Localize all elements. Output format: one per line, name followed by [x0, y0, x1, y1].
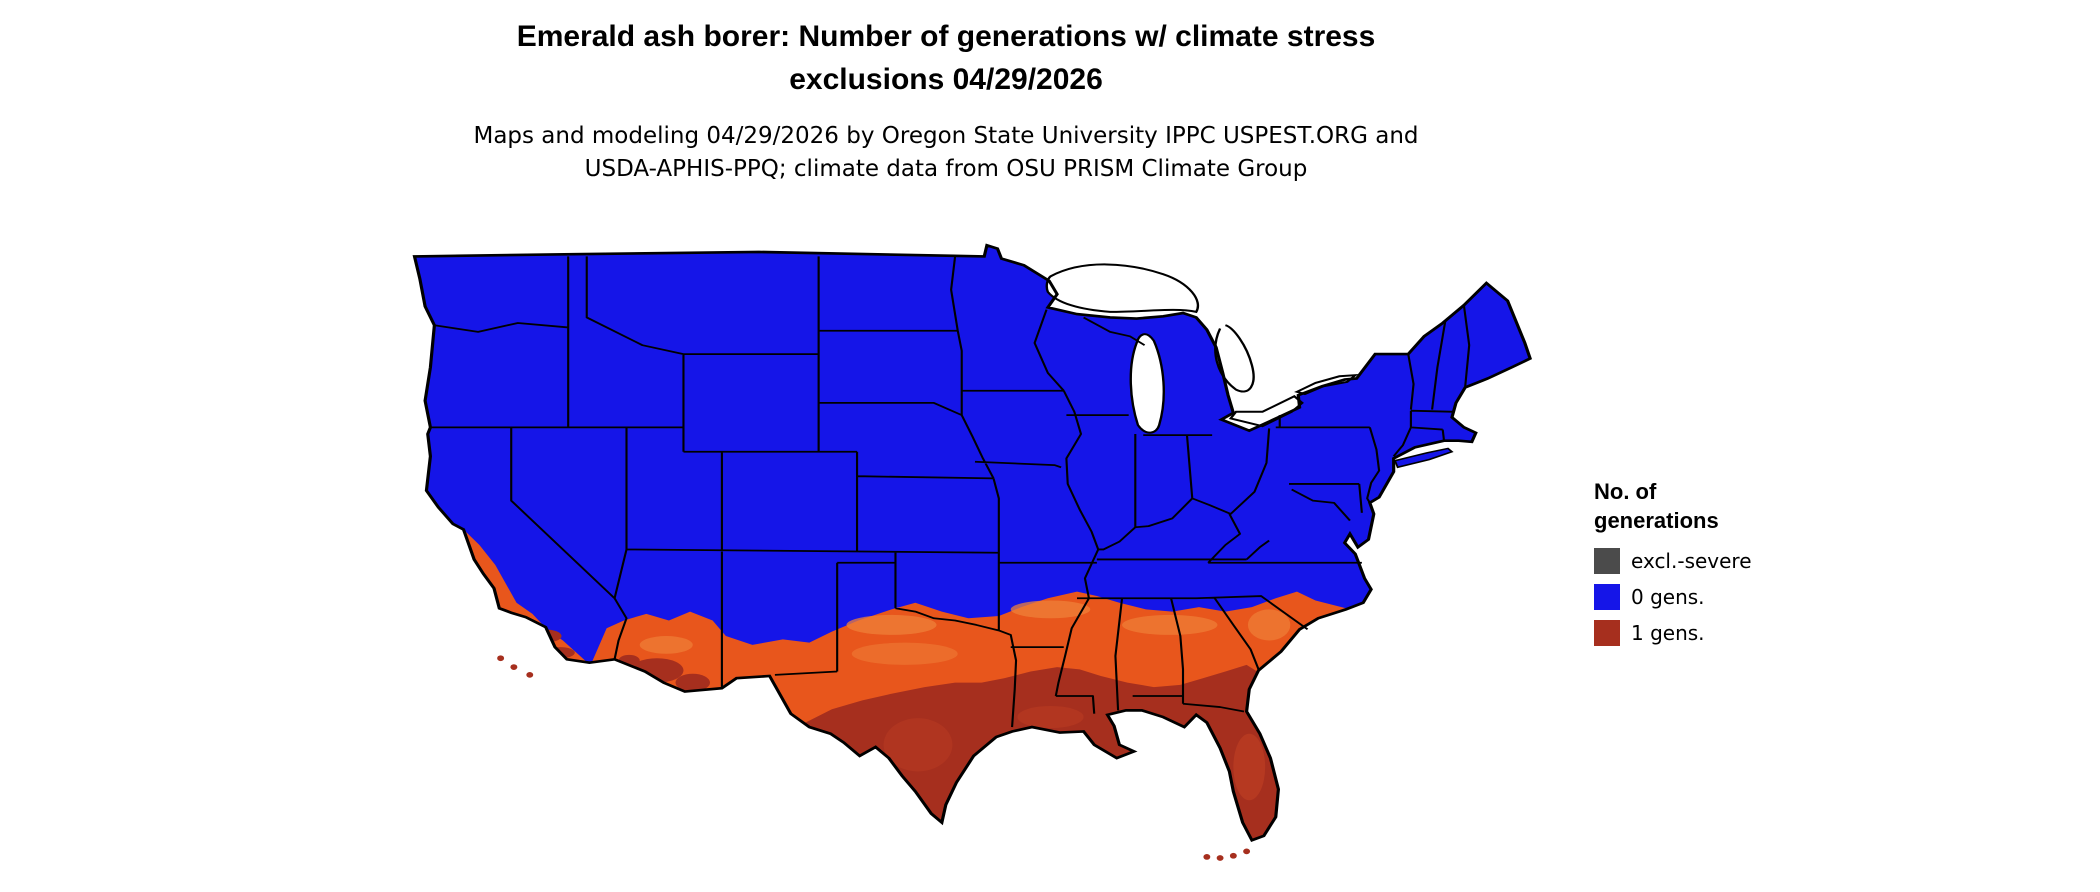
state-boundaries [430, 256, 1471, 728]
florida-keys [1203, 848, 1251, 861]
transition-light-patch [1247, 609, 1291, 641]
legend-item-one-gen: 1 gens. [1594, 619, 1834, 646]
legend-item-zero-gens: 0 gens. [1594, 583, 1834, 610]
lake-huron-icon [1214, 324, 1255, 393]
us-generations-map [412, 243, 1532, 861]
legend-item-excl-severe: excl.-severe [1594, 547, 1834, 574]
legend: No. of generations excl.-severe 0 gens. … [1594, 478, 1834, 655]
region-transition-california [463, 529, 595, 670]
transition-light-patch [846, 614, 937, 635]
legend-label-one-gen: 1 gens. [1631, 620, 1705, 645]
map-title-line1: Emerald ash borer: Number of generations… [516, 20, 1376, 53]
channel-islands [497, 655, 534, 678]
legend-swatch-one-gen [1594, 619, 1620, 646]
region-one-generation-patch [527, 629, 562, 643]
us-map-container [335, 212, 1554, 878]
legend-label-zero-gens: 0 gens. [1631, 584, 1705, 609]
legend-swatch-excl-severe [1594, 547, 1620, 574]
transition-light-patch [851, 642, 958, 665]
lake-superior-icon [1045, 263, 1200, 314]
map-title-line2: exclusions 04/29/2026 [789, 62, 1103, 96]
legend-title-line2: generations [1594, 507, 1719, 533]
map-subtitle: Maps and modeling 04/29/2026 by Oregon S… [0, 120, 1892, 187]
lake-michigan-icon [1129, 333, 1165, 434]
one-generation-light-patch [1017, 705, 1084, 729]
map-subtitle-line1: Maps and modeling 04/29/2026 by Oregon S… [473, 123, 1419, 149]
one-generation-light-patch [1233, 733, 1266, 801]
legend-swatch-zero-gens [1594, 583, 1620, 610]
map-title: Emerald ash borer: Number of generations… [0, 16, 1892, 101]
map-subtitle-line2: USDA-APHIS-PPQ; climate data from OSU PR… [584, 156, 1308, 183]
transition-light-patch [1010, 600, 1091, 619]
region-one-generation-patch [675, 673, 710, 692]
one-generation-light-patch [883, 718, 953, 772]
long-island [1393, 447, 1454, 469]
transition-light-patch [639, 636, 693, 654]
legend-title-line1: No. of [1594, 479, 1657, 504]
legend-label-excl-severe: excl.-severe [1631, 548, 1752, 573]
transition-light-patch [1122, 614, 1218, 635]
legend-title: No. of generations [1594, 478, 1834, 535]
